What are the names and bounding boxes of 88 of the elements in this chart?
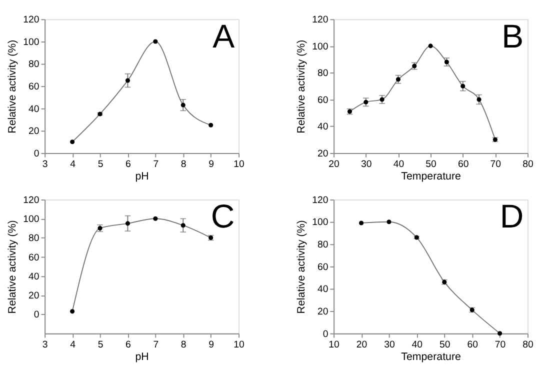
y-tick-label: 20 <box>317 148 329 160</box>
point <box>153 39 158 44</box>
y-tick-label: 40 <box>28 271 40 282</box>
y-tick-label: 60 <box>317 262 329 273</box>
y-tick-label: 20 <box>317 306 329 318</box>
x-tick-label: 4 <box>70 159 76 170</box>
point <box>125 78 130 83</box>
point <box>180 102 186 108</box>
x-axis-title: pH <box>135 170 149 183</box>
x-tick-label: 40 <box>412 339 424 350</box>
point <box>359 220 364 226</box>
point <box>70 140 75 144</box>
y-tick-label: 100 <box>23 36 40 48</box>
x-tick-label: 4 <box>70 339 76 350</box>
x-tick-label: 10 <box>234 159 246 170</box>
point <box>428 44 433 48</box>
x-tick-label: 20 <box>356 339 368 350</box>
point <box>476 97 482 102</box>
x-tick-label: 8 <box>180 339 186 350</box>
chart-title: D <box>500 198 524 235</box>
y-tick-label: 80 <box>28 233 40 244</box>
x-axis-title: Temperature <box>401 351 462 364</box>
point <box>180 223 186 228</box>
x-tick-label: 60 <box>467 339 479 350</box>
x-tick-label: 20 <box>328 159 340 170</box>
x-tick-label: 9 <box>208 339 214 350</box>
x-tick-label: 3 <box>42 339 48 350</box>
chart-title: B <box>502 17 524 54</box>
y-axis-title: Relative activity (%) <box>6 220 18 314</box>
y-tick-label: 120 <box>23 14 40 26</box>
x-tick-label: 8 <box>180 159 186 170</box>
y-tick-label: 120 <box>312 194 329 206</box>
y-tick-label: 120 <box>312 14 329 26</box>
y-tick-label: 100 <box>312 41 329 52</box>
x-tick-label: 9 <box>208 159 214 170</box>
x-tick-label: 60 <box>458 159 470 170</box>
point <box>70 309 75 314</box>
y-tick-label: 120 <box>23 194 40 206</box>
y-tick-label: 60 <box>317 94 329 106</box>
y-tick-label: 100 <box>23 214 40 226</box>
y-tick-label: 80 <box>317 240 329 251</box>
x-tick-label: 6 <box>126 339 131 350</box>
x-tick-label: 80 <box>522 159 534 170</box>
x-axis-title: pH <box>135 351 149 364</box>
x-tick-label: 70 <box>494 339 506 350</box>
x-axis-title: Temperature <box>401 170 462 183</box>
y-tick-label: 60 <box>28 81 40 92</box>
point <box>380 97 384 102</box>
y-tick-label: 0 <box>34 148 40 160</box>
point <box>208 122 214 128</box>
x-tick-label: 5 <box>98 159 104 170</box>
x-tick-label: 80 <box>522 339 534 350</box>
x-tick-label: 7 <box>153 339 159 350</box>
y-tick-label: 60 <box>28 252 40 264</box>
y-axis-title: Relative activity (%) <box>6 40 18 134</box>
x-tick-label: 40 <box>393 159 405 170</box>
y-tick-label: 80 <box>28 59 40 70</box>
point <box>125 221 130 226</box>
point <box>386 220 392 224</box>
x-tick-label: 7 <box>153 159 159 170</box>
x-tick-label: 5 <box>98 339 104 350</box>
y-tick-label: 40 <box>28 104 40 115</box>
point <box>153 216 158 221</box>
x-tick-label: 10 <box>234 339 246 350</box>
y-tick-label: 0 <box>322 328 329 340</box>
point <box>460 84 466 88</box>
point <box>498 331 502 336</box>
x-tick-label: 30 <box>360 159 372 170</box>
x-tick-label: 3 <box>42 159 48 170</box>
y-tick-label: 20 <box>28 126 40 138</box>
point <box>364 100 368 104</box>
x-tick-label: 10 <box>328 339 340 350</box>
y-tick-label: 20 <box>28 290 40 302</box>
chart-title: A <box>212 17 235 54</box>
y-tick-label: 40 <box>317 284 329 296</box>
x-tick-label: 30 <box>384 339 396 350</box>
x-tick-label: 50 <box>439 339 451 350</box>
x-tick-label: 6 <box>126 159 131 170</box>
point <box>396 77 400 82</box>
x-tick-label: 50 <box>426 159 438 170</box>
y-tick-label: 40 <box>317 122 329 133</box>
y-tick-label: 80 <box>317 68 329 80</box>
chart-title: C <box>210 198 235 235</box>
x-tick-label: 70 <box>490 159 502 170</box>
y-tick-label: 100 <box>312 217 329 228</box>
y-axis-title: Relative activity (%) <box>295 220 308 314</box>
y-axis-title: Relative activity (%) <box>295 40 308 134</box>
y-tick-label: 0 <box>34 310 40 321</box>
